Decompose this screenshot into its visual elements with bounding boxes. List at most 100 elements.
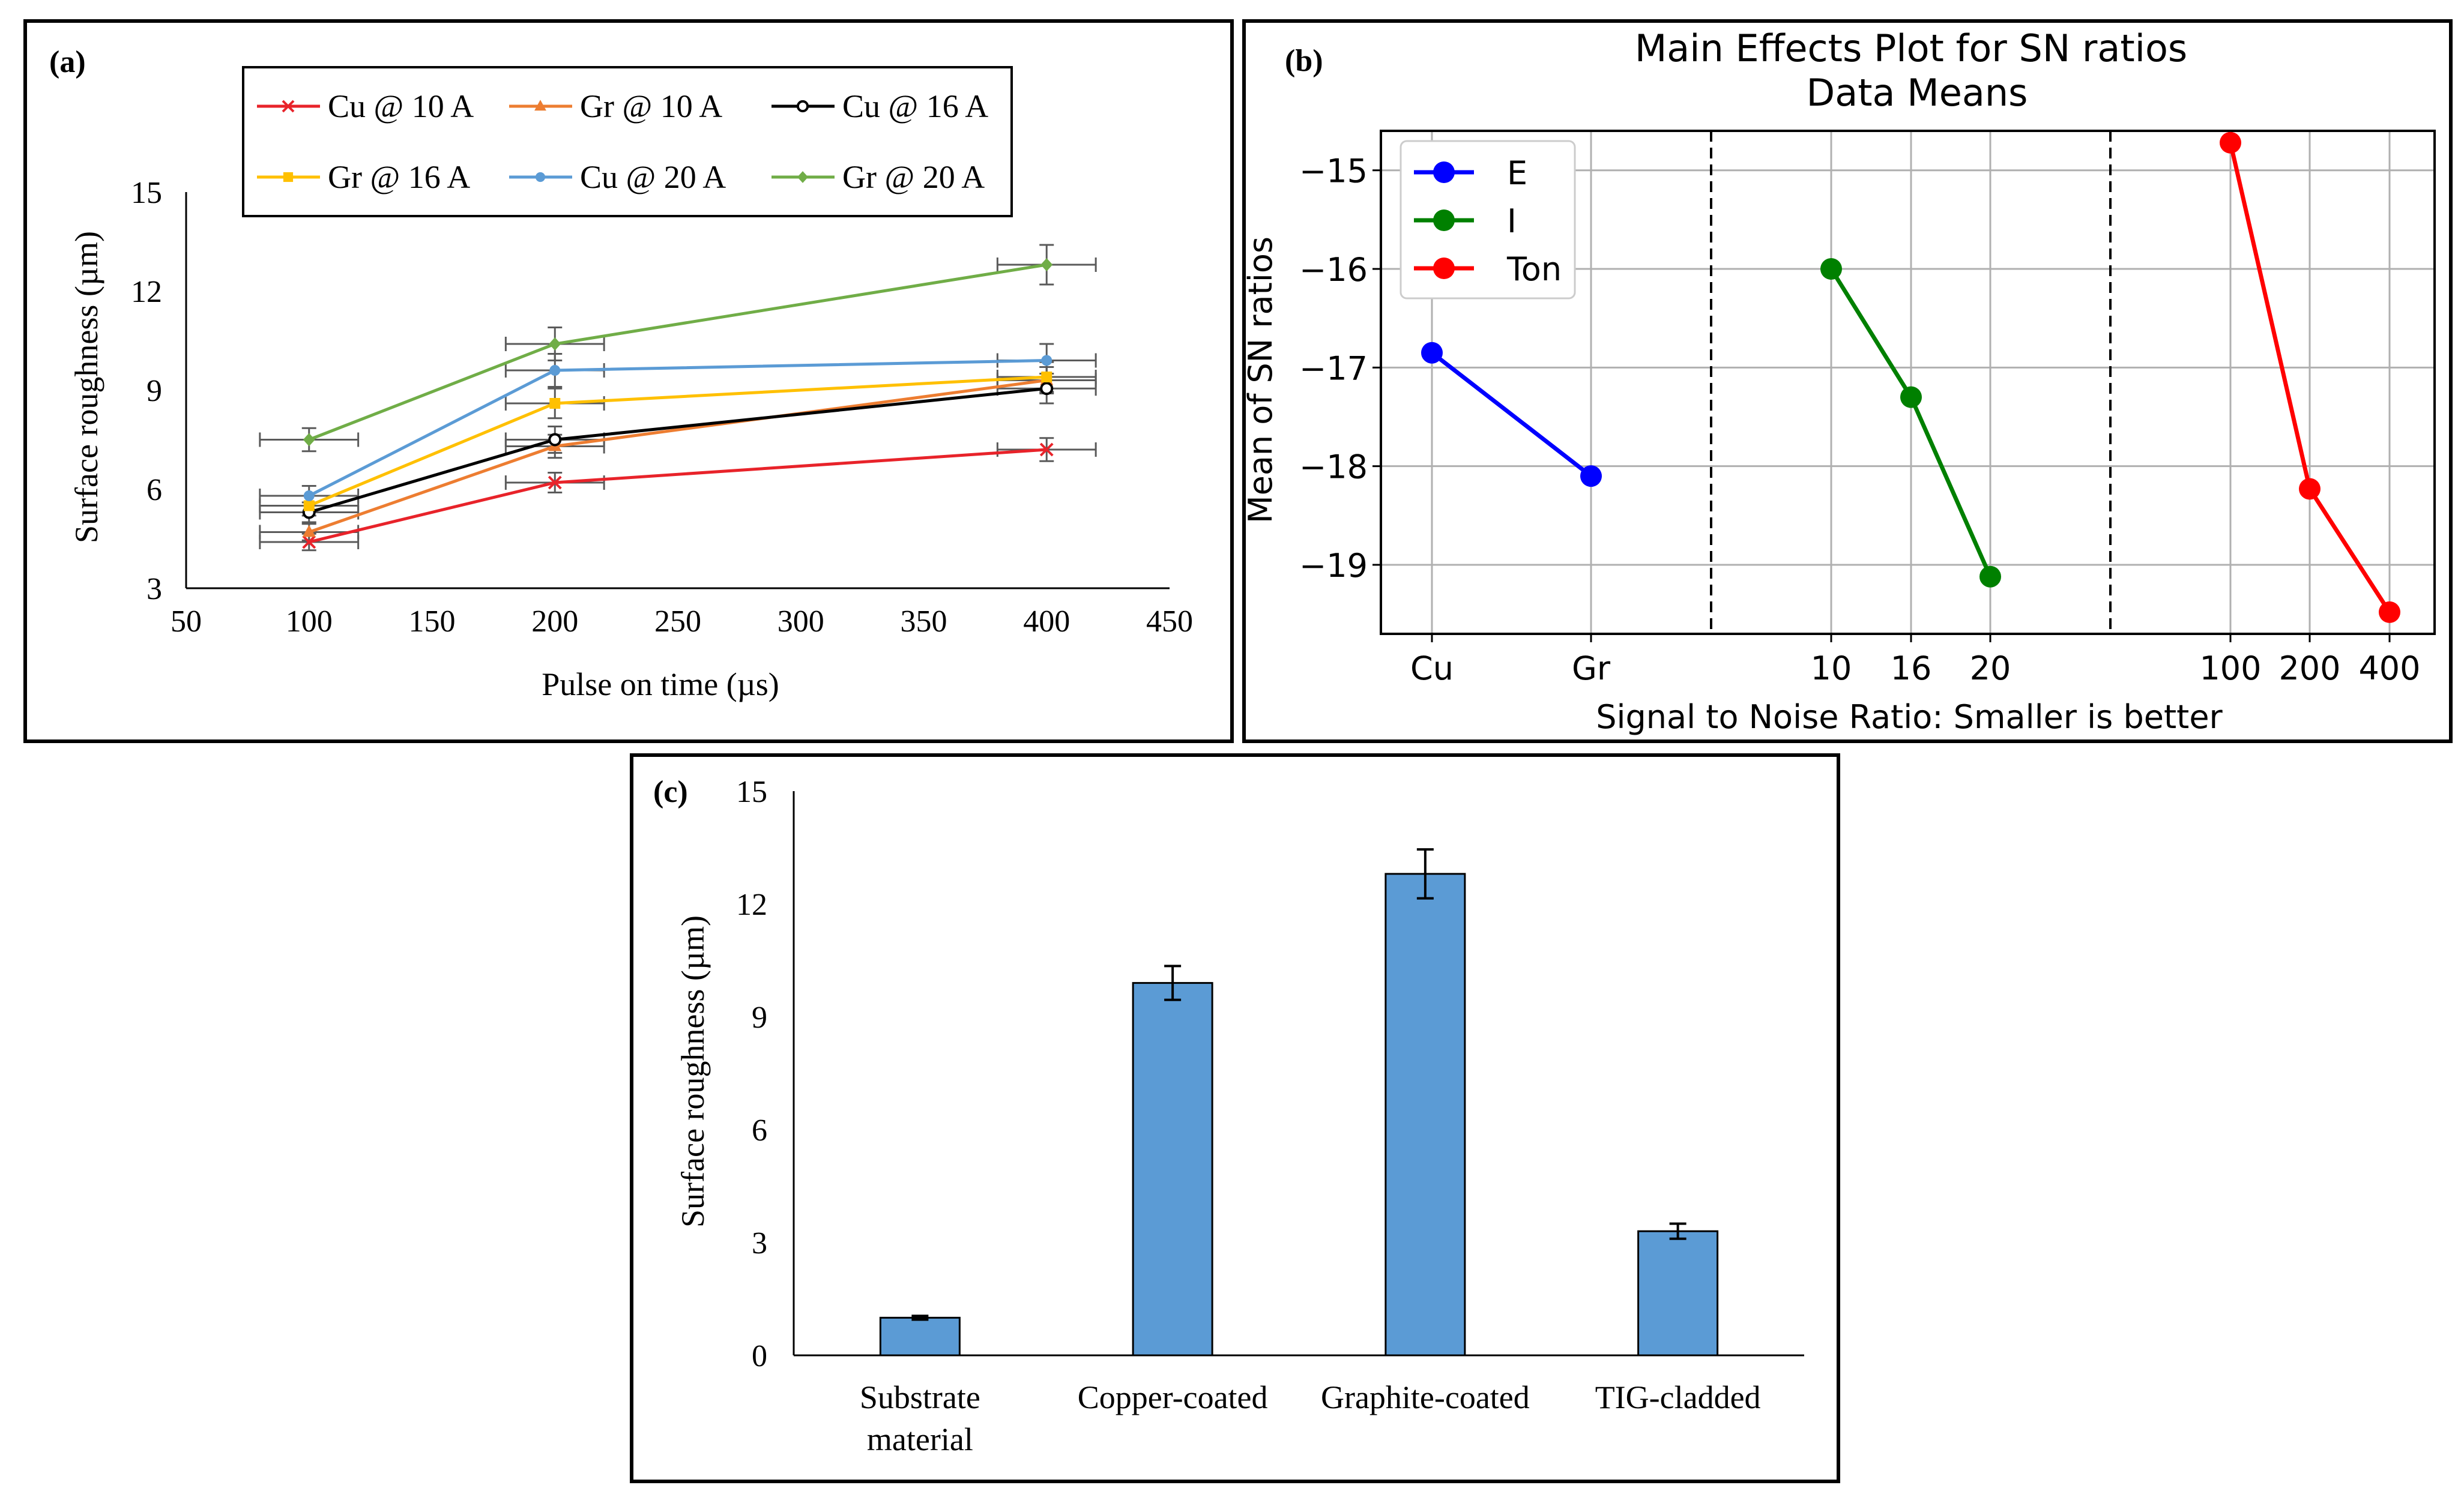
c-error-bar xyxy=(1164,965,1182,1001)
c-x-tick-label: material xyxy=(867,1421,973,1457)
c-error-bar xyxy=(1416,848,1434,900)
a-legend-label: Gr @ 20 A xyxy=(842,159,985,195)
b-legend: EI Ton xyxy=(1400,140,1576,300)
a-marks xyxy=(259,244,1097,552)
b-y-tick-label: −18 xyxy=(1299,448,1368,486)
a-series-line xyxy=(308,263,1047,441)
a-legend-marker xyxy=(796,100,809,113)
b-legend-label: E xyxy=(1507,154,1527,192)
a-legend-label: Gr @ 10 A xyxy=(580,88,722,124)
b-x-tick-label: 100 xyxy=(2199,649,2261,687)
b-legend-marker xyxy=(1433,258,1455,279)
b-data-point xyxy=(1421,342,1443,364)
a-data-point xyxy=(549,337,561,351)
a-legend-marker xyxy=(283,172,294,182)
a-x-axis-label: Pulse on time (µs) xyxy=(542,666,779,702)
c-bar xyxy=(1637,1230,1719,1357)
b-x-tick-label: Gr xyxy=(1572,649,1611,687)
b-plot-frame xyxy=(1380,130,2436,635)
b-subtitle: Data Means xyxy=(1807,71,2028,115)
a-y-tick-label: 3 xyxy=(146,572,162,606)
b-legend-label: Ton xyxy=(1506,250,1562,288)
a-data-point xyxy=(1040,382,1054,396)
b-y-tick-label: −17 xyxy=(1299,349,1368,387)
a-data-point xyxy=(549,365,561,376)
a-legend-label: Cu @ 10 A xyxy=(328,88,474,124)
b-x-tick-label: 20 xyxy=(1970,649,2011,687)
b-x-tick-label: 400 xyxy=(2358,649,2420,687)
a-data-point xyxy=(549,398,561,409)
a-y-tick-label: 9 xyxy=(146,374,162,408)
c-y-tick-label: 3 xyxy=(752,1226,767,1261)
a-x-tick-label: 200 xyxy=(531,604,578,639)
a-y-tick-label: 12 xyxy=(131,275,162,309)
c-y-axis-label: Surface roughness (µm) xyxy=(675,915,711,1227)
a-data-point xyxy=(548,475,562,490)
a-data-point xyxy=(302,535,316,549)
a-y-tick-label: 6 xyxy=(146,473,162,507)
b-data-point xyxy=(2299,478,2321,500)
b-data-point xyxy=(2220,131,2241,154)
a-data-point xyxy=(548,433,562,447)
c-y-tick-label: 15 xyxy=(736,775,767,809)
panel-b-frame xyxy=(1242,19,2453,743)
c-y-tick-label: 0 xyxy=(752,1339,767,1373)
b-y-tick-label: −15 xyxy=(1299,152,1368,190)
a-x-tick-label: 300 xyxy=(778,604,824,639)
b-x-axis-label: Signal to Noise Ratio: Smaller is better xyxy=(1596,698,2223,736)
b-y-tick-label: −16 xyxy=(1299,251,1368,289)
b-legend-marker xyxy=(1433,161,1455,183)
panel-c-frame xyxy=(630,753,1840,1483)
a-legend-marker xyxy=(535,172,546,182)
c-marks: Substrate material Copper-coated Graphite-c… xyxy=(860,848,1761,1457)
panel-c-label: (c) xyxy=(653,775,688,809)
a-legend-box xyxy=(242,66,1013,217)
b-legend-label: I xyxy=(1507,202,1517,240)
b-data-point xyxy=(1820,258,1842,280)
a-x-tick-label: 250 xyxy=(654,604,701,639)
a-legend-label: Cu @ 20 A xyxy=(580,159,726,195)
a-x-tick-label: 400 xyxy=(1023,604,1070,639)
a-data-point xyxy=(302,525,316,537)
b-x-tick-label: 16 xyxy=(1891,649,1932,687)
a-data-point xyxy=(303,490,315,501)
panel-a-label: (a) xyxy=(49,45,86,79)
c-x-tick-label: Substrate xyxy=(860,1379,980,1415)
a-x-tick-label: 100 xyxy=(286,604,333,639)
b-x-tick-label: 200 xyxy=(2278,649,2340,687)
a-legend-label: Gr @ 16 A xyxy=(328,159,470,195)
c-error-bar xyxy=(911,1315,929,1321)
b-x-tick-label: Cu xyxy=(1410,649,1454,687)
c-bar xyxy=(1384,873,1466,1357)
b-data-point xyxy=(1580,465,1602,487)
b-y-tick-label: −19 xyxy=(1299,547,1368,585)
panel-b: Main Effects Plot for SN ratios Data Mea… xyxy=(1242,26,2436,736)
a-data-point xyxy=(1041,372,1052,382)
a-x-tick-label: 350 xyxy=(901,604,947,639)
b-data-point xyxy=(2379,601,2400,623)
c-x-tick-label: Copper-coated xyxy=(1078,1379,1268,1415)
c-y-tick-label: 12 xyxy=(736,888,767,922)
a-series-line xyxy=(309,448,1047,544)
a-y-tick-label: 15 xyxy=(131,176,162,210)
c-axes: 0 3 6 9 12 15 xyxy=(736,775,1804,1373)
panel-a-frame xyxy=(23,19,1234,743)
a-data-point xyxy=(303,500,315,511)
a-legend-marker xyxy=(534,100,546,111)
a-data-point xyxy=(1041,355,1052,366)
a-legend-marker xyxy=(282,100,295,113)
a-axes: 3 6 9 12 15 50 100 150 200 250 300 350 400 450 xyxy=(131,176,1193,639)
b-marks xyxy=(1421,131,2400,623)
a-legend-label: Cu @ 16 A xyxy=(842,88,988,124)
b-y-axis-label: Mean of SN ratios xyxy=(1242,236,1279,523)
a-data-point xyxy=(1039,442,1054,457)
a-x-tick-label: 50 xyxy=(171,604,202,639)
panel-a: Surface roughness (µm) Pulse on time (µs… xyxy=(68,66,1193,702)
a-data-point xyxy=(1040,258,1053,271)
panel-b-label: (b) xyxy=(1285,44,1323,78)
c-bar xyxy=(1132,982,1213,1357)
b-series-line xyxy=(1430,351,1593,478)
b-x-tick-label: 10 xyxy=(1811,649,1852,687)
a-data-point xyxy=(303,433,315,447)
